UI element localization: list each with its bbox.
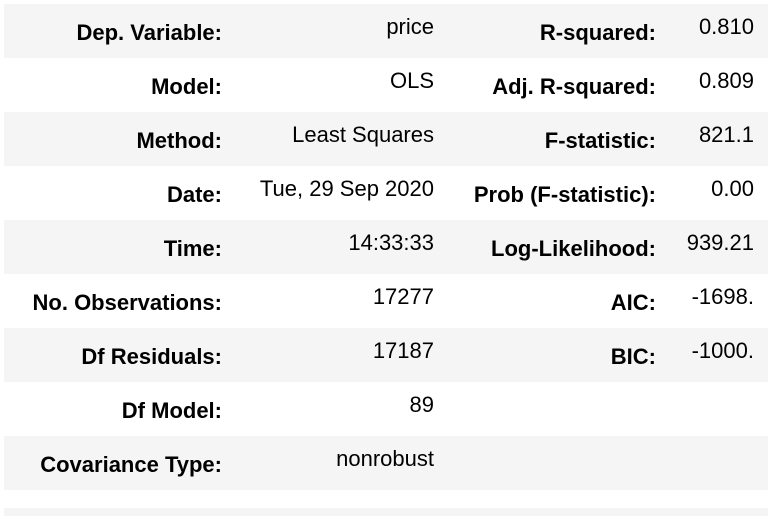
stat-value: 0.809 bbox=[698, 68, 754, 93]
next-table-strip bbox=[4, 508, 768, 516]
stat-label: AIC: bbox=[610, 290, 656, 315]
table-row: Covariance Type: nonrobust bbox=[4, 436, 768, 490]
stat-label: F-statistic: bbox=[544, 128, 656, 153]
row-label: No. Observations: bbox=[32, 290, 222, 315]
row-value: Tue, 29 Sep 2020 bbox=[259, 176, 434, 201]
stat-value: 0.810 bbox=[698, 14, 754, 39]
row-label: Df Model: bbox=[121, 398, 222, 423]
stat-value bbox=[668, 382, 768, 436]
ols-summary-body: Dep. Variable: price R-squared: 0.810 Mo… bbox=[4, 4, 768, 490]
row-label: Method: bbox=[136, 128, 222, 153]
stat-value bbox=[668, 436, 768, 490]
table-row: Model: OLS Adj. R-squared: 0.809 bbox=[4, 58, 768, 112]
row-value: 14:33:33 bbox=[348, 230, 434, 255]
stat-label: Log-Likelihood: bbox=[491, 236, 656, 261]
stat-label bbox=[446, 382, 668, 436]
stat-label: R-squared: bbox=[539, 20, 656, 45]
stat-value: -1698. bbox=[691, 284, 754, 309]
stat-label bbox=[446, 436, 668, 490]
row-value: 89 bbox=[409, 392, 434, 417]
stat-value: 939.21 bbox=[686, 230, 754, 255]
row-value: nonrobust bbox=[336, 446, 434, 471]
table-row: Date: Tue, 29 Sep 2020 Prob (F-statistic… bbox=[4, 166, 768, 220]
row-label: Covariance Type: bbox=[40, 452, 222, 477]
row-value: 17277 bbox=[372, 284, 434, 309]
table-row: Dep. Variable: price R-squared: 0.810 bbox=[4, 4, 768, 58]
stat-label: BIC: bbox=[610, 344, 656, 369]
row-value: Least Squares bbox=[292, 122, 434, 147]
row-label: Df Residuals: bbox=[81, 344, 222, 369]
row-label: Time: bbox=[163, 236, 222, 261]
row-value: OLS bbox=[389, 68, 434, 93]
table-row: Df Model: 89 bbox=[4, 382, 768, 436]
table-row: Df Residuals: 17187 BIC: -1000. bbox=[4, 328, 768, 382]
table-row: No. Observations: 17277 AIC: -1698. bbox=[4, 274, 768, 328]
stat-label: Prob (F-statistic): bbox=[473, 182, 656, 207]
stat-value: 821.1 bbox=[698, 122, 754, 147]
stat-value: -1000. bbox=[691, 338, 754, 363]
row-label: Date: bbox=[166, 182, 222, 207]
row-label: Model: bbox=[151, 74, 222, 99]
table-row: Method: Least Squares F-statistic: 821.1 bbox=[4, 112, 768, 166]
ols-summary-table: Dep. Variable: price R-squared: 0.810 Mo… bbox=[4, 4, 768, 490]
table-row: Time: 14:33:33 Log-Likelihood: 939.21 bbox=[4, 220, 768, 274]
stat-label: Adj. R-squared: bbox=[492, 74, 656, 99]
row-value: price bbox=[386, 14, 434, 39]
row-label: Dep. Variable: bbox=[76, 20, 222, 45]
stat-value: 0.00 bbox=[711, 176, 754, 201]
row-value: 17187 bbox=[372, 338, 434, 363]
